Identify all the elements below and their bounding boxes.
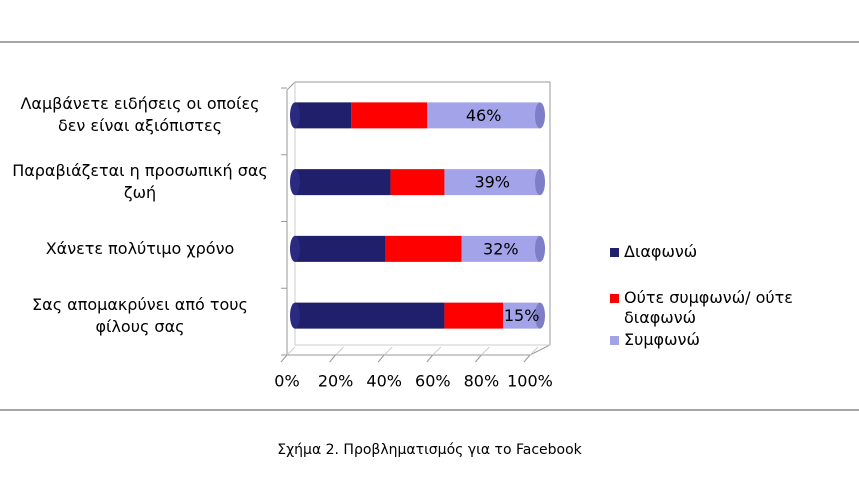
x-tick-label: 80%: [464, 372, 500, 391]
y-tick-label: Παραβιάζεται η προσωπική σας ζωή: [12, 161, 268, 203]
x-tick: [329, 354, 336, 363]
bar: [295, 102, 352, 129]
legend-label: Συμφωνώ: [624, 330, 700, 349]
bar: [295, 235, 386, 262]
legend-label: Διαφωνώ: [624, 242, 698, 261]
bar-cap-start: [290, 169, 300, 196]
bar: [295, 169, 391, 196]
bar-cap-start: [290, 235, 300, 262]
grid-line: [529, 346, 539, 356]
caption: Σχήμα 2. Προβληματισμός για το Facebook: [277, 442, 582, 458]
x-tick-label: 100%: [507, 372, 553, 391]
bar: [295, 302, 445, 329]
y-tick-label: Χάνετε πολύτιμο χρόνο: [45, 238, 235, 258]
bar: [444, 169, 540, 196]
x-tick: [377, 354, 385, 363]
grid-line: [432, 346, 442, 356]
y-tick-label: Λαμβάνετε ειδήσεις οι οποίες δεν είναι α…: [20, 94, 260, 136]
x-tick: [523, 354, 531, 363]
legend-swatch: [610, 248, 619, 257]
data-label: 39%: [474, 173, 510, 192]
bar: [444, 302, 504, 329]
grid-line: [383, 346, 393, 356]
y-tick-label: Σας απομακρύνει από τους φίλους σας: [32, 294, 248, 336]
bar: [385, 235, 462, 262]
grid-line: [286, 346, 296, 356]
x-tick: [280, 354, 288, 363]
grid-line: [481, 346, 490, 356]
bar: [351, 102, 428, 129]
bar: [503, 302, 540, 329]
x-tick: [475, 354, 482, 363]
bar: [390, 169, 445, 196]
data-label: 32%: [483, 239, 519, 258]
bar-cap: [535, 235, 545, 262]
data-label: 46%: [466, 106, 502, 125]
x-tick-label: 40%: [366, 372, 402, 391]
grid-line: [335, 346, 344, 356]
bar-cap-start: [290, 302, 300, 329]
bar-cap: [535, 302, 545, 329]
x-tick-label: 0%: [274, 372, 299, 391]
legend-swatch: [610, 294, 619, 303]
data-label: 15%: [504, 306, 540, 325]
x-tick: [426, 354, 434, 363]
bar-cap-start: [290, 102, 300, 129]
bar-cap: [535, 169, 545, 196]
x-tick-label: 60%: [415, 372, 451, 391]
legend-label: Ούτε συμφωνώ/ ούτε διαφωνώ: [624, 288, 793, 327]
bar-cap: [535, 102, 545, 129]
x-tick-label: 20%: [318, 372, 354, 391]
bar: [461, 235, 540, 262]
legend-swatch: [610, 336, 619, 345]
bar: [427, 102, 540, 129]
